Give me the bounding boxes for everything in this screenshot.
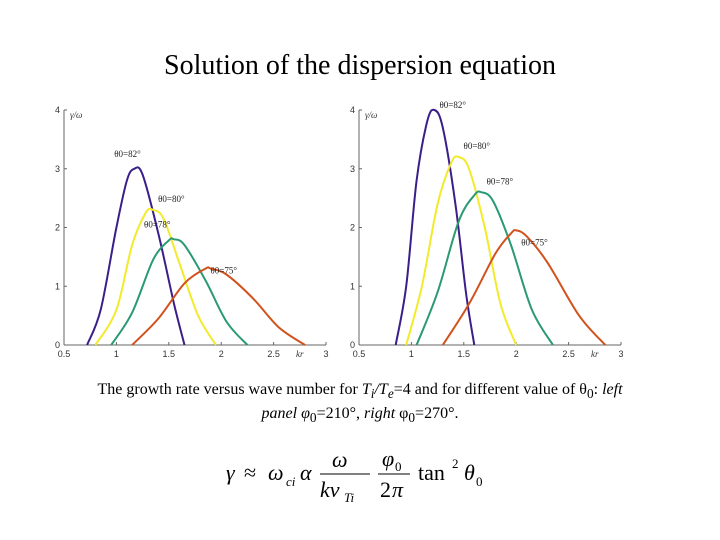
x-tick-label: 0.5	[353, 349, 366, 359]
formula-graphic: γ ≈ ω ci α ω kv Ti φ 0 2 π tan 2 θ 0	[226, 446, 483, 505]
series-line-0	[86, 166, 186, 346]
series-line-0	[394, 108, 476, 346]
svg-text:ω: ω	[268, 460, 284, 485]
y-tick-label: 2	[55, 223, 60, 233]
x-tick-label: 1.5	[458, 349, 471, 359]
svg-text:θ: θ	[464, 460, 475, 485]
svg-text:0: 0	[476, 474, 483, 489]
x-tick-label: 1	[114, 349, 119, 359]
svg-text:ω: ω	[332, 447, 348, 472]
series-line-2	[110, 237, 249, 346]
x-tick-label: 2	[219, 349, 224, 359]
svg-text:0: 0	[395, 459, 402, 474]
svg-text:kv: kv	[320, 477, 340, 502]
y-tick-label: 0	[55, 340, 60, 350]
series-label: θ0=80°	[158, 194, 185, 204]
left-chart: 0 1 2 3 4 0.5 1 1.5 2 2.5 3 γ/ω kr θ0=82° θ0=80° θ0=78°…	[55, 105, 329, 359]
y-axis-label: γ/ω	[70, 110, 82, 120]
svg-text:α: α	[300, 460, 312, 485]
x-tick-label: 1	[409, 349, 414, 359]
y-tick-label: 1	[350, 281, 355, 291]
x-tick-label: 0.5	[58, 349, 71, 359]
svg-text:2: 2	[380, 477, 391, 502]
left-panel: 0 1 2 3 4 0.5 1 1.5 2 2.5 3 γ/ω kr θ0=82° θ0=80° θ0=78°…	[50, 100, 350, 365]
series-label: θ0=78°	[144, 219, 171, 229]
x-tick-label: 3	[618, 349, 623, 359]
series-line-1	[94, 207, 217, 346]
y-tick-label: 2	[350, 223, 355, 233]
svg-text:π: π	[392, 477, 404, 502]
x-axis-label: kr	[591, 349, 599, 359]
svg-text:tan: tan	[418, 460, 445, 485]
page-title: Solution of the dispersion equation	[164, 50, 556, 81]
figure-caption: The growth rate versus wave number for T…	[97, 381, 623, 426]
svg-text:Ti: Ti	[344, 490, 355, 505]
right-chart: 0 1 2 3 4 0.5 1 1.5 2 2.5 3 γ/ω kr θ0=82° θ0=80° θ0=78°…	[350, 100, 624, 359]
series-label: θ0=82°	[439, 100, 466, 110]
svg-text:≈: ≈	[244, 460, 256, 485]
x-tick-label: 3	[323, 349, 328, 359]
series-label: θ0=75°	[210, 266, 237, 276]
x-tick-label: 2.5	[562, 349, 575, 359]
svg-text:2: 2	[452, 456, 459, 471]
series-line-2	[415, 190, 554, 346]
y-tick-label: 3	[55, 164, 60, 174]
series-label: θ0=82°	[114, 149, 141, 159]
growth-rate-formula: γ ≈ ω ci α ω kv Ti φ 0 2 π tan 2 θ 0	[220, 440, 520, 510]
series-label: θ0=75°	[521, 237, 548, 247]
y-tick-label: 1	[55, 281, 60, 291]
y-tick-label: 4	[350, 105, 355, 115]
series-line-3	[441, 229, 607, 346]
y-tick-label: 0	[350, 340, 355, 350]
series-line-3	[131, 266, 306, 346]
x-tick-label: 2.5	[267, 349, 280, 359]
svg-text:ci: ci	[286, 474, 296, 489]
x-axis-label: kr	[296, 349, 304, 359]
svg-text:φ: φ	[382, 446, 394, 471]
x-tick-label: 1.5	[163, 349, 176, 359]
right-panel: 0 1 2 3 4 0.5 1 1.5 2 2.5 3 γ/ω kr θ0=82° θ0=80° θ0=78°…	[345, 100, 645, 365]
series-line-1	[405, 155, 518, 346]
svg-text:γ: γ	[226, 460, 236, 485]
series-label: θ0=80°	[464, 141, 491, 151]
y-axis-label: γ/ω	[365, 110, 377, 120]
x-tick-label: 2	[514, 349, 519, 359]
y-tick-label: 4	[55, 105, 60, 115]
y-tick-label: 3	[350, 164, 355, 174]
series-label: θ0=78°	[487, 176, 514, 186]
